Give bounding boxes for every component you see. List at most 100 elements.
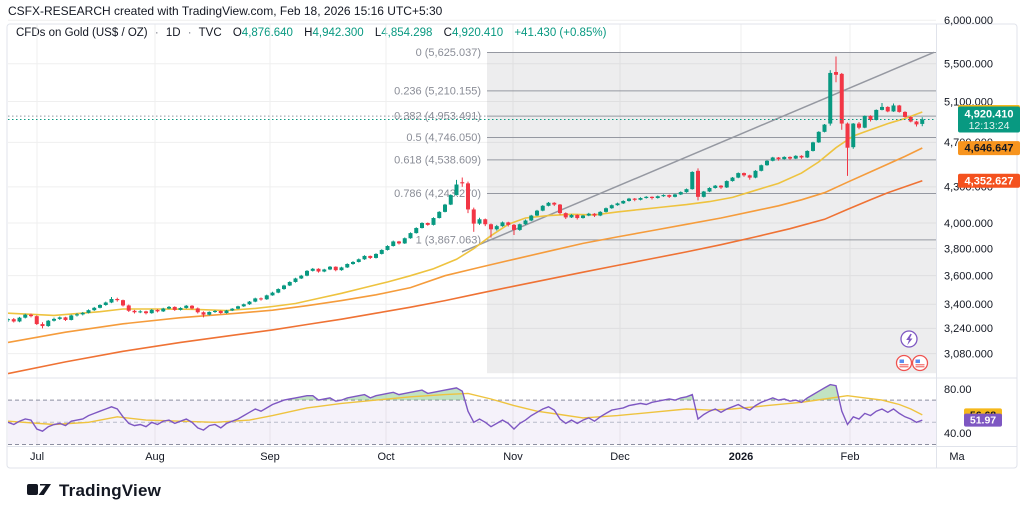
price-axis-label: 3,080.000 — [944, 348, 993, 360]
time-axis-label: Feb — [841, 451, 860, 463]
candle — [753, 170, 758, 179]
candle — [126, 304, 131, 312]
price-axis-label: 3,400.000 — [944, 299, 993, 311]
candle — [414, 227, 419, 234]
candle — [592, 213, 597, 218]
candle — [402, 237, 407, 244]
main-chart-pane[interactable] — [8, 24, 936, 378]
candle — [632, 198, 637, 202]
candle — [351, 261, 355, 265]
time-axis[interactable] — [8, 447, 1017, 468]
time-axis-labels[interactable]: Jul Aug Sep Oct Nov Dec 2026 Feb Ma — [30, 451, 966, 463]
trendline[interactable] — [461, 51, 935, 253]
lightning-icon[interactable] — [900, 330, 918, 348]
legend-separator: · — [188, 27, 192, 39]
candle — [362, 255, 367, 260]
candle — [310, 267, 315, 272]
candle — [638, 197, 643, 201]
candle — [857, 122, 861, 130]
candle — [581, 214, 585, 219]
candle — [885, 106, 890, 113]
rsi-axis-label: 80.00 — [944, 384, 972, 396]
candle — [730, 176, 735, 182]
ma-fast-line — [8, 111, 923, 317]
candle — [822, 123, 827, 133]
candle — [34, 315, 39, 325]
candle — [897, 104, 902, 113]
candle — [397, 240, 401, 245]
candle — [903, 111, 907, 118]
rsi-indicator-pane[interactable] — [8, 378, 936, 445]
candle — [69, 314, 74, 321]
low-value: 4,854.298 — [381, 27, 432, 39]
candle — [408, 232, 413, 239]
candle — [828, 70, 833, 126]
candle — [253, 297, 258, 303]
price-axis-label: 3,800.000 — [944, 243, 993, 255]
candle — [770, 156, 775, 162]
candle — [569, 214, 574, 219]
candle — [466, 181, 470, 214]
fib-level-label: 0.236 (5,210.155) — [394, 85, 481, 97]
symbol-legend[interactable]: CFDs on Gold (US$ / OZ) · 1D · TVC O4,87… — [16, 27, 606, 39]
trendline-group[interactable] — [461, 51, 935, 253]
candle — [287, 281, 292, 287]
candle — [115, 297, 120, 302]
candle — [167, 306, 171, 310]
candle — [339, 266, 344, 271]
candle — [80, 311, 85, 316]
price-axis-label: 4,000.000 — [944, 218, 993, 230]
candle — [742, 172, 746, 177]
time-axis-label: Aug — [145, 451, 165, 463]
candle — [190, 305, 194, 310]
candle — [719, 185, 723, 189]
price-axis-label: 5,500.000 — [944, 59, 993, 71]
candle — [8, 318, 10, 322]
candle — [333, 266, 338, 272]
price-badge — [958, 173, 1020, 188]
candle — [535, 209, 539, 217]
candle — [431, 217, 436, 226]
candle — [437, 211, 442, 219]
candle — [540, 205, 545, 212]
candle — [270, 291, 275, 296]
candle — [713, 184, 718, 189]
widget-border — [6, 23, 1018, 469]
candle — [724, 180, 729, 189]
ma-fast-line-group — [8, 111, 923, 317]
ma-mid-line — [8, 147, 923, 344]
candle — [276, 288, 281, 294]
candle — [448, 194, 453, 206]
candle — [523, 219, 528, 225]
candle — [914, 120, 919, 127]
candle — [816, 131, 821, 143]
candle — [615, 202, 620, 206]
candle — [759, 164, 764, 172]
candle — [793, 155, 798, 160]
tradingview-logo[interactable]: TradingView — [26, 481, 161, 501]
fib-level-label: 0.618 (4,538.609) — [394, 154, 481, 166]
price-badge — [958, 106, 1020, 133]
pane-icons[interactable] — [895, 330, 929, 372]
candle — [747, 174, 752, 180]
fib-retracement[interactable]: 0 (5,625.037) 0.236 (5,210.155) 0.382 (4,9… — [8, 47, 936, 246]
time-axis-label: Jul — [30, 451, 44, 463]
candle — [845, 122, 850, 176]
legend-separator: · — [155, 27, 159, 39]
candle — [483, 218, 488, 227]
candle — [891, 103, 896, 112]
candle — [144, 310, 148, 315]
candle — [17, 316, 22, 323]
candle — [765, 160, 769, 166]
price-axis-labels[interactable]: 6,000.0005,500.0005,100.0004,700.0004,30… — [944, 15, 993, 440]
price-axis[interactable] — [937, 24, 1024, 446]
candle — [454, 179, 459, 196]
candle — [63, 316, 68, 322]
time-axis-label: Ma — [949, 451, 965, 463]
minds-reactions-icon[interactable] — [895, 354, 929, 372]
close-value: 4,920.410 — [452, 27, 503, 39]
price-badges: 4,994.1844,920.41012:13:244,646.6474,352… — [958, 105, 1020, 427]
candle — [874, 109, 879, 121]
